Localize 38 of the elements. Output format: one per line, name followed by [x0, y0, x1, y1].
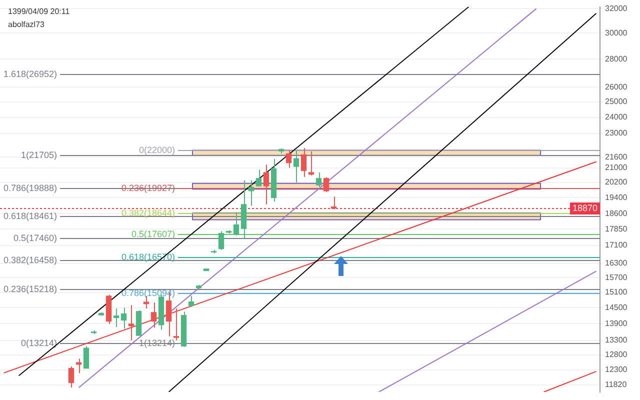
y-tick-label: 20200 — [605, 178, 628, 187]
ref-line-label: 0.786(19888) — [3, 182, 57, 193]
ref-line-label: 0.382(18644) — [121, 208, 175, 218]
ref-line-label: 0.236(15218) — [3, 284, 57, 294]
ref-line-label: 0.382(16458) — [3, 254, 57, 265]
ref-line-label: 0.786(15094) — [121, 288, 175, 298]
annotation: 1399/04/09 20:11 — [8, 6, 70, 18]
y-tick-label: 28000 — [605, 54, 628, 64]
y-tick-label: 30000 — [605, 28, 628, 38]
ref-line-label: 1(21705) — [20, 150, 57, 160]
y-tick-label: 21000 — [605, 163, 628, 172]
ref-line-label: 0.5(17460) — [13, 232, 57, 243]
y-tick-label: 24000 — [605, 112, 628, 122]
y-tick-label: 23000 — [605, 128, 628, 138]
y-tick-label: 13900 — [605, 318, 628, 328]
y-tick-label: 26000 — [605, 82, 628, 92]
y-tick-label: 15700 — [605, 272, 628, 282]
y-tick-label: 14500 — [605, 302, 628, 312]
ref-line-label: 0.5(17607) — [131, 228, 175, 239]
y-tick-label: 25000 — [605, 97, 628, 106]
y-tick-label: 21600 — [605, 152, 628, 162]
y-tick-label: 12800 — [605, 350, 628, 360]
y-tick-label: 16300 — [605, 258, 628, 268]
y-tick-label: 17100 — [605, 240, 628, 250]
y-tick-label: 19400 — [605, 192, 628, 202]
y-tick-label: 11820 — [605, 380, 628, 390]
y-tick-label: 15100 — [605, 288, 628, 297]
ref-line-label: 0(13214) — [20, 338, 57, 348]
ref-line-label: 0.618(18461) — [3, 210, 57, 221]
y-tick-label: 18600 — [605, 208, 628, 218]
y-tick-label: 17850 — [605, 224, 628, 234]
ref-line-label: 1.618(26952) — [3, 68, 57, 79]
annotation: abolfazl73 — [8, 19, 46, 31]
ref-line-label: 0(22000) — [138, 144, 175, 155]
y-tick-label: 32000 — [605, 4, 628, 13]
ref-line-label: 18870 — [572, 202, 598, 213]
y-tick-label: 12300 — [605, 365, 628, 374]
y-tick-label: 13300 — [605, 336, 628, 345]
